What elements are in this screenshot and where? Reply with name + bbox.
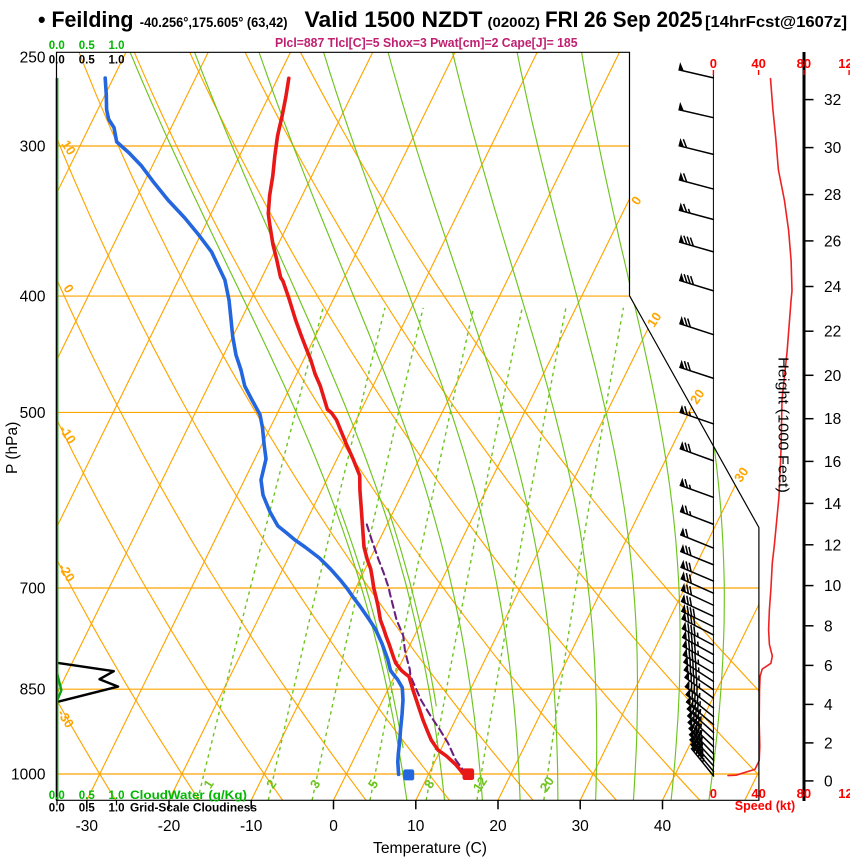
svg-text:18: 18	[824, 411, 841, 428]
svg-text:14: 14	[824, 496, 842, 513]
svg-text:-30: -30	[76, 818, 99, 835]
svg-text:10: 10	[824, 578, 842, 595]
svg-text:1.0: 1.0	[109, 803, 125, 815]
svg-text:0.5: 0.5	[79, 40, 96, 52]
svg-text:FRI 26 Sep 2025: FRI 26 Sep 2025	[545, 7, 703, 32]
svg-text:20: 20	[687, 386, 707, 406]
svg-text:26: 26	[824, 233, 841, 250]
svg-text:40: 40	[654, 818, 672, 835]
svg-text:4: 4	[824, 697, 833, 714]
svg-text:0.5: 0.5	[79, 55, 96, 67]
svg-text:6: 6	[824, 658, 833, 675]
svg-text:1.0: 1.0	[109, 55, 125, 67]
svg-text:Height (1000 Feet): Height (1000 Feet)	[775, 357, 792, 493]
svg-text:1.0: 1.0	[109, 40, 125, 52]
svg-text:-20: -20	[158, 818, 181, 835]
svg-text:500: 500	[20, 405, 46, 422]
svg-text:24: 24	[824, 279, 842, 296]
svg-text:250: 250	[20, 50, 46, 67]
svg-text:P (hPa): P (hPa)	[4, 422, 21, 474]
svg-text:0.0: 0.0	[49, 55, 65, 67]
svg-text:0.0: 0.0	[49, 790, 65, 802]
svg-text:20: 20	[537, 774, 557, 794]
svg-text:12: 12	[470, 774, 490, 794]
svg-text:80: 80	[797, 786, 811, 801]
svg-text:32: 32	[824, 92, 841, 109]
svg-text:0.5: 0.5	[79, 803, 96, 815]
svg-text:0: 0	[710, 786, 717, 801]
svg-text:[14hrFcst@1607z]: [14hrFcst@1607z]	[705, 14, 847, 31]
svg-text:CloudWater (g/Kg): CloudWater (g/Kg)	[130, 790, 247, 802]
svg-text:1000: 1000	[11, 767, 46, 784]
svg-text:120: 120	[838, 56, 850, 71]
svg-text:10: 10	[59, 137, 79, 157]
svg-text:40: 40	[751, 56, 765, 71]
svg-text:0.0: 0.0	[49, 803, 65, 815]
svg-text:0: 0	[329, 818, 338, 835]
svg-text:28: 28	[824, 187, 841, 204]
svg-text:700: 700	[20, 581, 46, 598]
svg-text:0.5: 0.5	[79, 790, 96, 802]
svg-text:22: 22	[824, 324, 841, 341]
svg-text:300: 300	[20, 139, 46, 156]
svg-text:30: 30	[572, 818, 590, 835]
svg-text:(0200Z): (0200Z)	[488, 14, 541, 30]
svg-text:10: 10	[644, 309, 664, 329]
svg-text:2: 2	[824, 735, 833, 752]
svg-text:20: 20	[489, 818, 507, 835]
svg-text:1.0: 1.0	[109, 790, 125, 802]
svg-text:12: 12	[824, 537, 841, 554]
svg-text:• Feilding: • Feilding	[38, 7, 134, 32]
svg-text:16: 16	[824, 454, 841, 471]
svg-text:30: 30	[731, 464, 751, 484]
svg-text:0: 0	[824, 773, 833, 790]
svg-text:850: 850	[20, 682, 46, 699]
svg-text:30: 30	[824, 140, 842, 157]
svg-text:40: 40	[751, 786, 765, 801]
svg-text:10: 10	[407, 818, 425, 835]
svg-text:20: 20	[824, 368, 842, 385]
svg-text:Plcl=887 Tlcl[C]=5 Shox=3 Pwat: Plcl=887 Tlcl[C]=5 Shox=3 Pwat[cm]=2 Cap…	[275, 35, 578, 50]
svg-text:120: 120	[838, 786, 850, 801]
svg-text:Grid-Scale Cloudiness: Grid-Scale Cloudiness	[130, 803, 257, 815]
svg-text:8: 8	[824, 618, 833, 635]
svg-text:-40.256°,175.605° (63,42): -40.256°,175.605° (63,42)	[140, 14, 288, 30]
svg-text:Speed (kt): Speed (kt)	[735, 799, 795, 813]
svg-text:0.0: 0.0	[49, 40, 65, 52]
svg-text:80: 80	[797, 56, 811, 71]
svg-text:-10: -10	[240, 818, 263, 835]
svg-text:0: 0	[710, 56, 717, 71]
svg-text:Valid 1500 NZDT: Valid 1500 NZDT	[305, 7, 484, 32]
svg-text:Temperature (C): Temperature (C)	[373, 840, 487, 857]
svg-text:400: 400	[20, 289, 46, 306]
